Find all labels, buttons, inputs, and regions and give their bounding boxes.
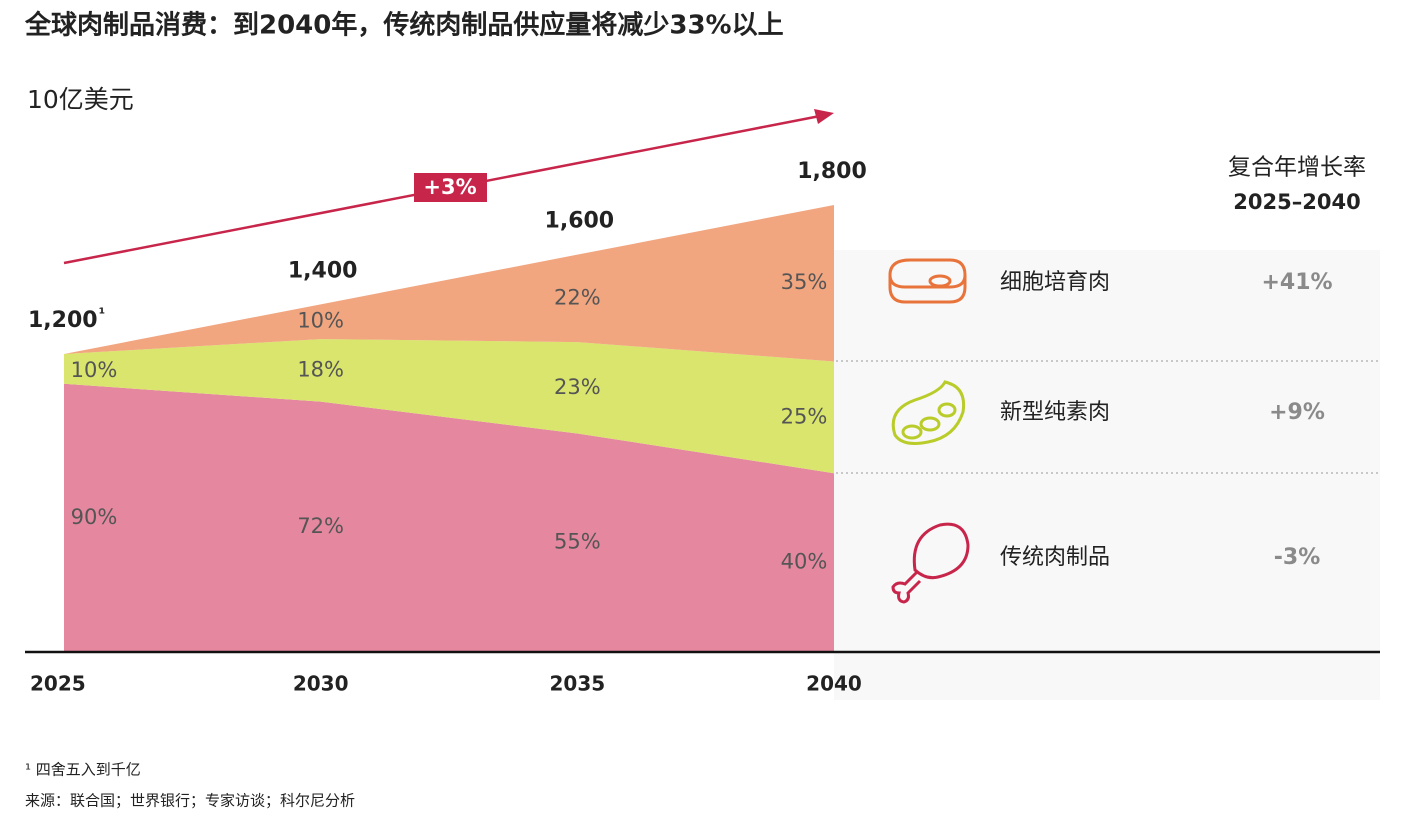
value-label: 22%	[554, 285, 601, 309]
legend-label: 传统肉制品	[1000, 545, 1110, 570]
value-label: 90%	[71, 505, 118, 529]
x-tick-label: 2025	[30, 672, 86, 696]
value-label: 72%	[297, 514, 344, 538]
cagr-value: +41%	[1261, 270, 1332, 295]
value-label: 35%	[781, 270, 828, 294]
area	[64, 339, 834, 474]
growth-arrowhead	[814, 109, 834, 124]
x-tick-label: 2035	[549, 672, 605, 696]
total-label: 1,600	[545, 209, 615, 234]
footnote: ¹ 四舍五入到千亿	[25, 761, 141, 779]
legend-period: 2025–2040	[1233, 190, 1360, 214]
value-label: 10%	[297, 309, 344, 333]
legend-panel	[834, 250, 1380, 700]
bean-icon	[891, 380, 966, 445]
footnote-mark: ¹	[99, 305, 106, 323]
value-label: 10%	[71, 358, 118, 382]
growth-badge	[414, 173, 487, 202]
legend-label: 新型纯素肉	[1000, 400, 1110, 425]
drumstick-icon	[891, 522, 970, 604]
value-label: 25%	[781, 404, 828, 428]
growth-label: +3%	[423, 175, 476, 199]
value-label: 18%	[297, 357, 344, 381]
chart-title: 全球肉制品消费：到2040年，传统肉制品供应量将减少33%以上	[24, 10, 784, 41]
total-label: 1,200	[28, 308, 98, 333]
cagr-value: +9%	[1269, 400, 1325, 425]
value-label: 23%	[554, 375, 601, 399]
steak-icon	[888, 258, 967, 304]
area	[64, 383, 834, 652]
x-tick-label: 2030	[293, 672, 349, 696]
legend-title: 复合年增长率	[1228, 155, 1366, 181]
value-label: 40%	[781, 550, 828, 574]
legend-label: 细胞培育肉	[1000, 270, 1110, 295]
value-label: 55%	[554, 530, 601, 554]
unit-label: 10亿美元	[27, 85, 134, 114]
source: 来源：联合国；世界银行；专家访谈；科尔尼分析	[25, 792, 355, 810]
total-label: 1,400	[288, 258, 358, 283]
cagr-value: -3%	[1274, 545, 1320, 570]
x-tick-label: 2040	[806, 672, 862, 696]
area	[64, 205, 834, 362]
total-label: 1,800	[797, 159, 867, 184]
